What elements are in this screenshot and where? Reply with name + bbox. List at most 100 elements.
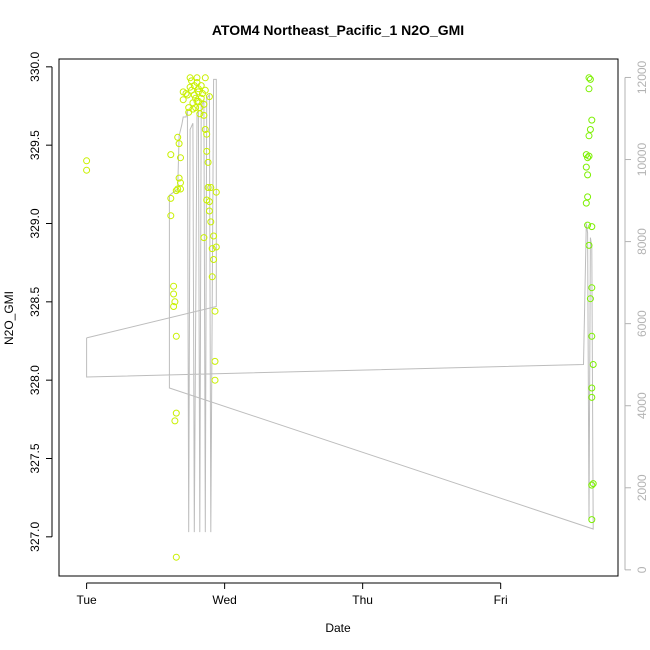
data-point: [171, 417, 179, 425]
y-axis-label: N2O_GMI: [2, 291, 16, 345]
data-point: [193, 97, 201, 105]
data-point: [585, 74, 593, 82]
data-point: [584, 193, 592, 201]
data-point: [585, 85, 593, 93]
plot-frame: [58, 58, 619, 577]
data-point: [586, 295, 594, 303]
data-point: [211, 357, 219, 365]
data-point: [204, 184, 212, 191]
scatter-points-layer: [83, 74, 597, 561]
data-point: [589, 361, 597, 368]
series-line-0: [86, 78, 594, 533]
data-point: [585, 152, 593, 160]
chart-title: ATOM4 Northeast_Pacific_1 N2O_GMI: [212, 22, 464, 38]
y-axis: 327.0 327.5 328.0 328.5 329.0 329.5 330.0: [28, 51, 53, 552]
data-point: [175, 140, 183, 148]
data-point: [177, 185, 184, 193]
data-point: [210, 256, 218, 263]
data-point: [588, 223, 596, 231]
data-point: [167, 151, 175, 159]
data-point: [203, 147, 211, 155]
data-point: [196, 104, 204, 112]
y2-tick-label: 0: [635, 566, 649, 573]
data-point: [200, 234, 208, 242]
data-point: [192, 104, 200, 112]
data-point: [582, 163, 590, 171]
data-point: [585, 241, 593, 249]
y-tick-label: 329.5: [28, 130, 42, 160]
data-point: [201, 74, 209, 82]
data-point: [174, 133, 182, 141]
data-point: [204, 158, 212, 166]
data-point: [185, 104, 193, 112]
y-tick-label: 327.0: [28, 521, 42, 551]
data-point: [175, 174, 183, 182]
x-tick-label: Thu: [352, 593, 373, 607]
y2-tick-label: 8000: [635, 228, 649, 255]
data-point: [83, 166, 91, 174]
data-point: [83, 157, 91, 165]
data-point: [211, 307, 219, 315]
data-point: [170, 290, 178, 298]
y-tick-label: 330.0: [28, 51, 42, 81]
data-point: [208, 245, 216, 253]
data-point: [212, 243, 220, 251]
data-point: [172, 553, 180, 561]
data-point: [172, 332, 180, 340]
data-point: [205, 93, 213, 101]
data-point: [584, 171, 592, 179]
y2-axis: 0 2000 4000 6000 8000 10000 12000: [624, 60, 649, 573]
y-tick-label: 328.5: [28, 286, 42, 316]
y2-tick-label: 12000: [635, 60, 649, 94]
data-point: [171, 298, 179, 306]
data-point: [586, 126, 594, 133]
data-point: [203, 196, 211, 204]
data-point: [585, 132, 593, 140]
data-point: [201, 126, 209, 133]
data-point: [210, 232, 218, 240]
data-point: [177, 154, 184, 162]
y2-tick-label: 10000: [635, 143, 649, 177]
y2-tick-label: 4000: [635, 392, 649, 419]
data-point: [588, 332, 596, 340]
data-point: [182, 90, 190, 97]
y2-tick-label: 6000: [635, 310, 649, 337]
y-tick-label: 327.5: [28, 443, 42, 473]
data-point: [588, 393, 596, 401]
data-point: [179, 96, 187, 104]
y2-tick-label: 2000: [635, 474, 649, 501]
y-tick-label: 329.0: [28, 208, 42, 238]
data-point: [193, 74, 201, 82]
data-point: [208, 273, 216, 281]
data-point: [172, 409, 180, 417]
data-point: [197, 82, 205, 90]
data-point: [588, 384, 596, 392]
series-line-layer: [86, 78, 594, 533]
data-point: [201, 86, 209, 94]
data-point: [584, 221, 592, 229]
data-point: [582, 199, 590, 207]
x-tick-label: Fri: [494, 593, 508, 607]
y-tick-label: 328.0: [28, 365, 42, 395]
data-point: [172, 187, 180, 195]
data-point: [207, 218, 215, 226]
data-point: [205, 207, 213, 215]
data-point: [588, 284, 596, 292]
data-point: [183, 91, 191, 99]
data-point: [167, 194, 175, 202]
data-point: [167, 212, 175, 220]
x-tick-label: Wed: [212, 593, 236, 607]
data-point: [588, 116, 596, 124]
data-point: [212, 188, 220, 196]
data-point: [584, 154, 592, 162]
data-point: [207, 184, 215, 191]
data-point: [200, 111, 208, 119]
data-point: [588, 516, 596, 524]
data-point: [174, 185, 182, 193]
data-point: [203, 130, 211, 138]
x-axis-label: Date: [325, 621, 351, 635]
x-tick-label: Tue: [76, 593, 97, 607]
data-point: [194, 88, 202, 96]
data-point: [588, 481, 596, 489]
